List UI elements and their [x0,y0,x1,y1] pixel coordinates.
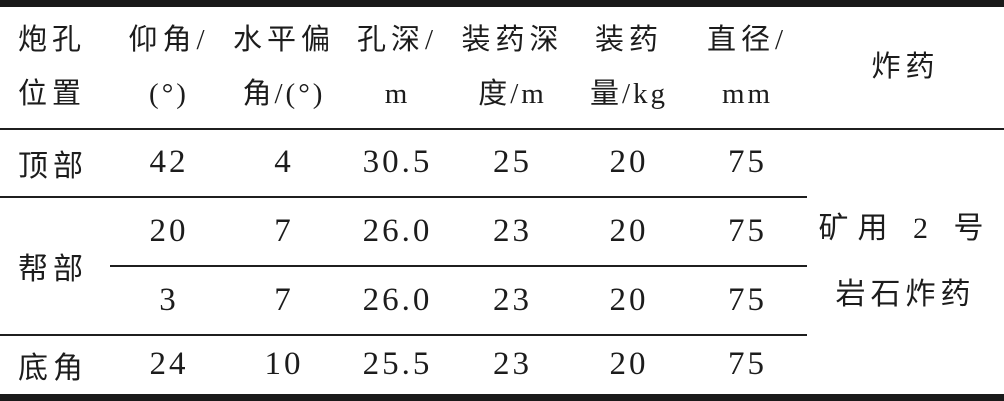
cell-side2-hole-depth: 26.0 [340,266,455,336]
cell-top-hole-depth: 30.5 [340,128,455,199]
cell-side1-charge-depth: 23 [455,197,570,268]
header-horizontal-angle: 水平偏 角/(°) [228,3,340,130]
cell-top-diameter: 75 [688,128,807,199]
cell-explosive: 矿用 2 号 岩石炸药 [807,129,1004,398]
cell-side1-charge-mass: 20 [570,197,688,268]
explosive-name-line1: 矿用 2 号 [818,211,993,245]
header-charge-depth-line2: 度/m [478,78,547,111]
table-row-side-2: 3 7 26.0 23 20 75 [0,266,1004,336]
header-charge-depth-line1: 装药深 [461,24,564,57]
header-diameter-line2: mm [721,78,774,111]
cell-side2-diameter: 75 [688,266,807,336]
header-charge-mass-line2: 量/kg [589,78,669,111]
cell-bottom-charge-mass: 20 [609,346,649,383]
header-diameter-line1: 直径/ [706,24,789,57]
table-row-bottom: 底角 24 10 25.5 23 20 75 [0,335,1004,398]
header-hole-position: 炮孔 位置 [0,3,110,130]
cell-bottom-hole-depth: 25.5 [362,346,433,383]
cell-bottom-diameter: 75 [728,346,767,383]
header-hole-depth-line2: m [384,78,411,111]
cell-bottom-elevation-angle: 24 [149,346,189,383]
header-elevation-angle-line2: (°) [149,78,189,111]
cell-side2-charge-mass: 20 [570,266,688,336]
header-elevation-angle-line1: 仰角/ [128,24,210,57]
cell-position-side: 帮部 [0,197,110,336]
header-hole-position-line1: 炮孔 [18,24,87,57]
header-explosive-label: 炸药 [871,51,940,84]
header-horizontal-angle-line1: 水平偏 [232,24,335,57]
cell-top-horizontal-angle: 4 [228,128,340,199]
cell-side2-elevation-angle: 3 [110,266,228,336]
cell-position-bottom: 底角 [18,351,88,385]
header-elevation-angle: 仰角/ (°) [110,3,228,130]
header-charge-depth: 装药深 度/m [455,3,570,130]
header-diameter: 直径/ mm [688,3,807,130]
cell-side1-horizontal-angle: 7 [228,197,340,268]
cell-position-top: 顶部 [0,128,110,199]
header-horizontal-angle-line2: 角/(°) [242,78,326,111]
cell-bottom-charge-depth: 23 [493,346,532,383]
cell-side1-hole-depth: 26.0 [340,197,455,268]
cell-bottom-horizontal-angle: 10 [264,346,304,383]
cell-side1-diameter: 75 [688,197,807,268]
cell-top-elevation-angle: 42 [110,128,228,199]
cell-top-charge-mass: 20 [570,128,688,199]
header-hole-position-line2: 位置 [18,78,87,111]
header-hole-depth-line1: 孔深/ [356,24,439,57]
cell-side2-horizontal-angle: 7 [228,266,340,336]
cell-side2-charge-depth: 23 [455,266,570,336]
table-row-side-1: 帮部 20 7 26.0 23 20 75 [0,197,1004,336]
header-charge-mass: 装药 量/kg [570,3,688,130]
header-charge-mass-line1: 装药 [594,24,663,57]
explosive-name-line2: 岩石炸药 [835,277,976,311]
header-row: 炮孔 位置 仰角/ (°) 水平偏 角/(°) 孔深/ m 装药深 度/m [0,3,1004,130]
table-row-top: 顶部 42 4 30.5 25 20 75 矿用 2 号 岩石炸药 [0,128,1004,311]
cell-side1-elevation-angle: 20 [110,197,228,268]
header-hole-depth: 孔深/ m [340,3,455,130]
header-explosive: 炸药 [807,3,1004,130]
cell-top-charge-depth: 25 [455,128,570,199]
